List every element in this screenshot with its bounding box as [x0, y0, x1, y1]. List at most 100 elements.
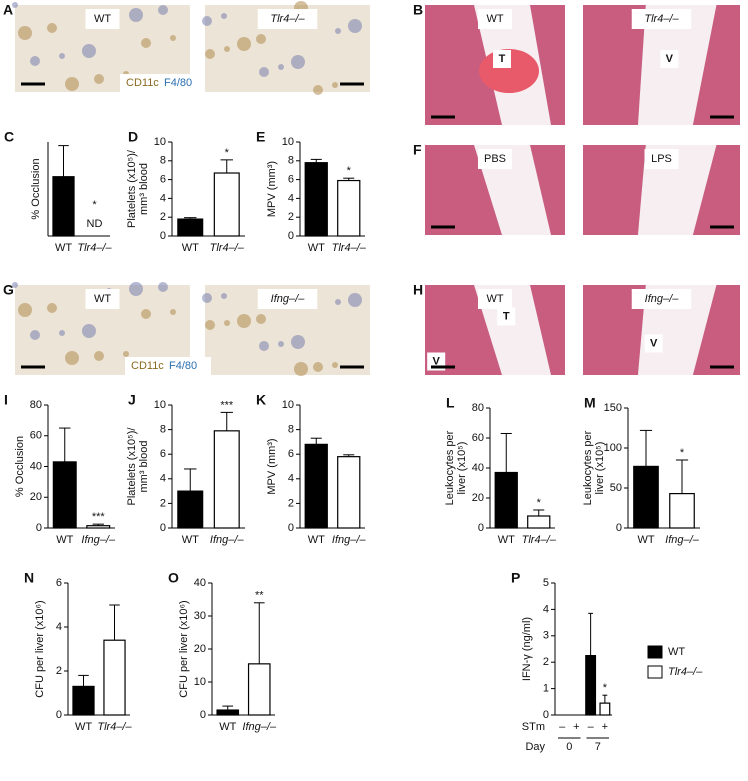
y-tick-label: 1: [543, 683, 549, 695]
cell-stain: [291, 335, 305, 349]
image-label: WT: [486, 293, 503, 305]
x-tick-label: WT: [219, 721, 236, 733]
image-label: Ifng–/–: [271, 293, 306, 305]
y-axis-label: CFU per liver (x10⁶): [34, 600, 46, 697]
error-bar: [310, 158, 322, 163]
x-tick-label: Ifng–/–: [210, 534, 245, 546]
cell-stain: [335, 28, 341, 34]
error-bar: [639, 429, 653, 467]
y-tick-label: 8: [160, 155, 166, 167]
image-mark: V: [650, 337, 658, 349]
y-tick-label: 4: [160, 473, 166, 485]
y-tick-label: 10: [194, 676, 206, 688]
cell-stain: [170, 35, 176, 41]
cell-stain: [294, 362, 308, 376]
image-label: WT: [486, 13, 503, 25]
cell-stain: [141, 309, 151, 319]
error-bar: [109, 604, 120, 641]
significance: *: [347, 165, 352, 177]
y-tick-label: 150: [604, 402, 622, 414]
cell-stain: [291, 55, 305, 69]
label-box: [85, 289, 120, 309]
cell-stain: [141, 38, 151, 48]
cell-stain: [224, 320, 230, 326]
y-tick-label: 8: [160, 424, 166, 436]
error-bar: [222, 705, 234, 711]
cell-stain: [256, 314, 266, 324]
y-tick-label: 40: [194, 577, 206, 589]
cell-stain: [18, 26, 32, 40]
cell-stain: [335, 299, 341, 305]
significance: *: [225, 147, 230, 159]
y-axis-label: liver (x10⁵): [456, 442, 468, 495]
y-tick-label: 2: [288, 211, 294, 223]
cell-stain: [18, 303, 32, 317]
y-tick-label: 0: [478, 522, 484, 534]
y-tick-label: 0: [160, 230, 166, 242]
x-tick-label: Ifng–/–: [242, 721, 277, 733]
error-bar: [220, 411, 233, 431]
bar: [304, 162, 328, 237]
y-tick-label: 60: [472, 432, 484, 444]
label-box: [631, 289, 692, 309]
y-tick-label: 6: [160, 174, 166, 186]
y-tick-label: 0: [36, 522, 42, 534]
image-label: Ifng–/–: [645, 293, 680, 305]
error-bar: [310, 437, 322, 445]
label-box: [85, 9, 120, 29]
y-tick-label: 6: [160, 448, 166, 460]
error-bar: [533, 509, 545, 516]
legend-label: Tlr4–/–: [668, 666, 703, 678]
mark-box: [493, 50, 511, 68]
image-mark: T: [503, 310, 510, 322]
cell-stain: [129, 8, 143, 22]
x-tick-label: Tlr4–/–: [522, 534, 557, 546]
y-tick-label: 6: [288, 448, 294, 460]
value-label: ND: [87, 218, 103, 230]
stain-label: F4/80: [164, 77, 192, 89]
x-tick-label: –: [559, 721, 566, 733]
cell-stain: [94, 351, 104, 361]
y-axis-label: mm³ blood: [138, 441, 150, 493]
significance: ***: [92, 511, 106, 523]
x-tick-label: WT: [55, 242, 72, 254]
cell-stain: [123, 351, 129, 357]
image-label: LPS: [651, 153, 672, 165]
x-tick-label: WT: [56, 534, 73, 546]
y-tick-label: 60: [30, 430, 42, 442]
panel-letter: P: [511, 570, 520, 586]
label-box: [478, 289, 512, 309]
y-tick-label: 2: [160, 211, 166, 223]
label-box: [257, 9, 318, 29]
y-tick-label: 80: [30, 399, 42, 411]
error-bar: [675, 459, 689, 494]
cell-stain: [205, 320, 215, 330]
y-axis-label: MPV (mm³): [266, 438, 278, 494]
y-axis-label: Platelets (x10⁵)/: [126, 427, 138, 506]
y-axis-label: Leukocytes per: [444, 430, 456, 505]
cell-stain: [12, 2, 18, 8]
cell-stain: [278, 341, 284, 347]
cell-stain: [348, 293, 362, 307]
cell-stain: [313, 85, 323, 95]
x-tick-label: WT: [308, 242, 325, 254]
y-tick-label: 4: [288, 192, 294, 204]
y-tick-label: 2: [288, 497, 294, 509]
y-axis-label: MPV (mm³): [266, 161, 278, 217]
bar: [337, 456, 361, 529]
legend-label: WT: [668, 646, 685, 658]
panel-letter: F: [413, 142, 422, 158]
label-box: [478, 9, 512, 29]
bar: [103, 639, 126, 716]
cell-stain: [202, 293, 212, 303]
stain-label: CD11c: [131, 360, 164, 372]
significance: *: [680, 447, 685, 459]
y-tick-label: 10: [154, 399, 166, 411]
x-tick-label: Tlr4–/–: [97, 721, 132, 733]
bar: [213, 172, 240, 237]
cell-stain: [170, 309, 176, 315]
panel-letter: J: [128, 392, 136, 408]
panel-letter: K: [256, 392, 266, 408]
y-tick-label: 30: [194, 610, 206, 622]
